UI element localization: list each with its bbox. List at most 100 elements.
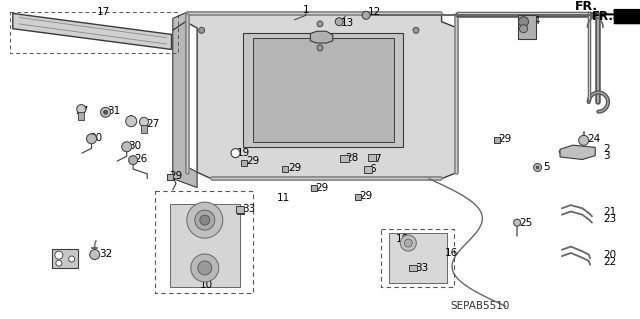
Text: 29: 29: [498, 134, 511, 144]
Circle shape: [90, 249, 100, 260]
Polygon shape: [13, 13, 172, 49]
Text: 11: 11: [276, 193, 290, 203]
Text: 15: 15: [314, 33, 327, 43]
Circle shape: [56, 260, 62, 266]
Bar: [141, 125, 147, 133]
Circle shape: [520, 25, 527, 33]
Bar: [282, 166, 289, 172]
Text: 25: 25: [520, 218, 533, 228]
Polygon shape: [173, 22, 197, 188]
Bar: [355, 194, 362, 200]
Bar: [167, 174, 173, 180]
Text: 10: 10: [200, 279, 213, 290]
Text: 6: 6: [369, 164, 376, 174]
Circle shape: [125, 116, 137, 127]
Circle shape: [100, 107, 111, 117]
Text: 4: 4: [127, 115, 133, 125]
Bar: [236, 206, 244, 213]
Polygon shape: [243, 33, 403, 147]
Circle shape: [140, 117, 148, 126]
Bar: [340, 155, 349, 162]
Bar: [493, 137, 500, 143]
Polygon shape: [389, 233, 447, 283]
Circle shape: [231, 149, 240, 158]
Bar: [409, 265, 417, 271]
Circle shape: [198, 261, 212, 275]
Circle shape: [534, 163, 541, 172]
Text: 30: 30: [90, 133, 103, 143]
Bar: [493, 137, 500, 143]
Text: 17: 17: [97, 7, 110, 17]
Polygon shape: [253, 38, 394, 142]
Text: 1: 1: [303, 4, 309, 15]
Polygon shape: [170, 204, 240, 287]
Circle shape: [68, 256, 75, 262]
Text: 24: 24: [588, 134, 601, 144]
Circle shape: [362, 11, 370, 19]
Text: SEPAB5510: SEPAB5510: [451, 301, 509, 311]
Text: 29: 29: [288, 163, 301, 174]
Text: 33: 33: [242, 204, 255, 214]
Circle shape: [335, 18, 343, 26]
Polygon shape: [560, 145, 595, 160]
Circle shape: [317, 21, 323, 27]
Circle shape: [200, 215, 210, 225]
Circle shape: [122, 142, 132, 152]
Text: FR.: FR.: [592, 10, 614, 23]
Bar: [237, 208, 243, 213]
Bar: [369, 154, 376, 161]
Circle shape: [129, 156, 138, 165]
Circle shape: [195, 210, 215, 230]
Bar: [78, 112, 84, 120]
Polygon shape: [173, 13, 186, 30]
Text: 30: 30: [128, 141, 141, 151]
Text: 13: 13: [341, 18, 355, 28]
Circle shape: [86, 134, 97, 144]
Circle shape: [198, 27, 205, 33]
Text: 12: 12: [367, 7, 381, 17]
Text: 19: 19: [237, 148, 250, 158]
Text: 3: 3: [603, 151, 609, 161]
Text: 21: 21: [603, 207, 616, 217]
Bar: [518, 15, 536, 39]
Circle shape: [413, 27, 419, 33]
Text: 29: 29: [315, 182, 328, 193]
Text: 29: 29: [246, 156, 260, 166]
Text: 16: 16: [445, 248, 458, 258]
Text: 9: 9: [60, 250, 66, 260]
Text: 22: 22: [603, 256, 616, 267]
Circle shape: [514, 219, 520, 226]
Circle shape: [518, 17, 529, 27]
Bar: [167, 174, 173, 180]
Bar: [241, 160, 248, 166]
Text: 31: 31: [108, 106, 121, 116]
Circle shape: [104, 110, 108, 114]
Polygon shape: [186, 13, 458, 179]
Polygon shape: [310, 31, 333, 43]
Text: 18: 18: [396, 234, 409, 244]
Polygon shape: [52, 249, 78, 268]
Text: 14: 14: [528, 16, 541, 26]
Text: 7: 7: [374, 153, 381, 164]
Text: 26: 26: [134, 154, 148, 165]
Text: 33: 33: [415, 263, 428, 273]
Text: 28: 28: [346, 153, 359, 163]
Circle shape: [187, 202, 223, 238]
Text: 23: 23: [603, 214, 616, 225]
Text: 27: 27: [146, 119, 159, 129]
Text: 2: 2: [603, 144, 609, 154]
Text: 27: 27: [76, 106, 89, 116]
Text: 29: 29: [360, 191, 373, 201]
Bar: [364, 166, 372, 173]
Circle shape: [536, 166, 539, 169]
Text: 8: 8: [206, 256, 212, 267]
Circle shape: [404, 239, 412, 247]
FancyArrow shape: [614, 8, 640, 26]
Circle shape: [579, 135, 589, 145]
Circle shape: [401, 235, 417, 251]
Bar: [310, 185, 317, 191]
Circle shape: [191, 254, 219, 282]
Text: 32: 32: [99, 249, 113, 259]
Circle shape: [55, 251, 63, 259]
Text: 20: 20: [603, 250, 616, 260]
